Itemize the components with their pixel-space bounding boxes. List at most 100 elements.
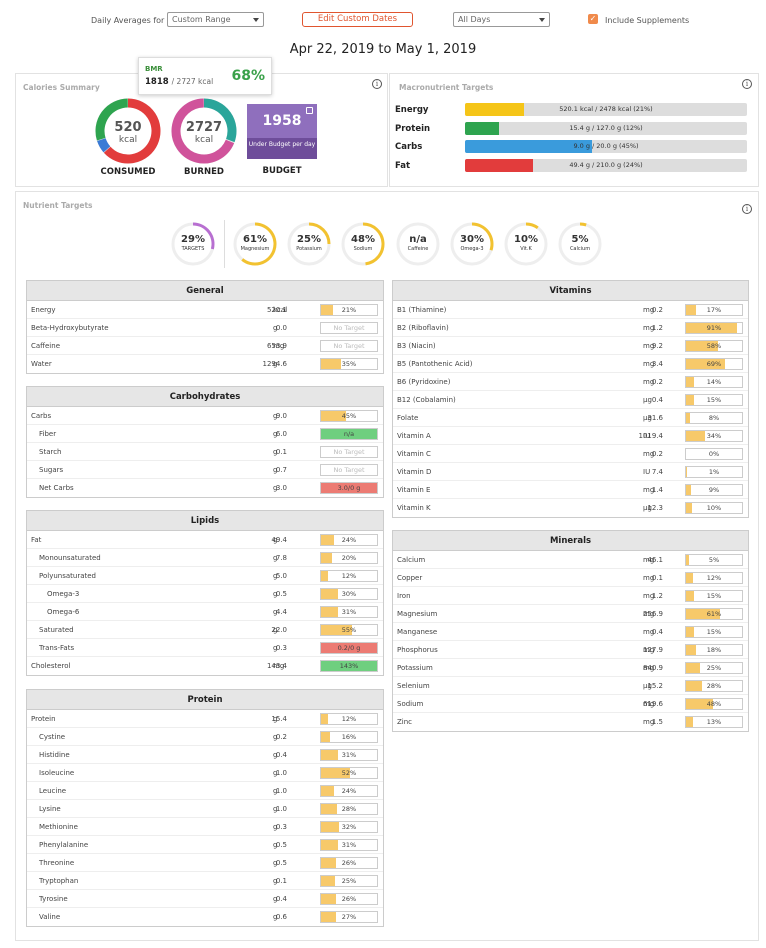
info-icon[interactable]: i <box>742 79 752 89</box>
nutrient-row-b1-thiamine-[interactable]: B1 (Thiamine) 0.2 mg 17% <box>393 301 748 319</box>
nutrient-row-methionine[interactable]: Methionine 0.3 g 32% <box>27 818 383 836</box>
nutrient-row-polyunsaturated[interactable]: Polyunsaturated 5.0 g 12% <box>27 567 383 585</box>
nutrient-progress: 35% <box>320 358 378 370</box>
nutrient-row-zinc[interactable]: Zinc 1.5 mg 13% <box>393 713 748 731</box>
nutrient-row-magnesium[interactable]: Magnesium 256.9 mg 61% <box>393 605 748 623</box>
nutrient-row-iron[interactable]: Iron 1.2 mg 15% <box>393 587 748 605</box>
nutrient-row-energy[interactable]: Energy 520.1 kcal 21% <box>27 301 383 319</box>
nutrient-ring-sodium[interactable]: 48% Sodium <box>340 221 386 267</box>
nutrient-progress-text: 15% <box>706 396 722 404</box>
include-supplements-checkbox[interactable]: ✓ <box>588 14 598 24</box>
nutrient-row-tyrosine[interactable]: Tyrosine 0.4 g 26% <box>27 890 383 908</box>
nutrient-row-sugars[interactable]: Sugars 0.7 g No Target <box>27 461 383 479</box>
nutrient-unit: mg <box>643 342 655 350</box>
nutrient-row-cholesterol[interactable]: Cholesterol 143.4 mg 143% <box>27 657 383 675</box>
nutrient-row-lysine[interactable]: Lysine 1.0 g 28% <box>27 800 383 818</box>
nutrient-progress-text: 143% <box>339 662 359 670</box>
nutrient-ring-magnesium[interactable]: 61% Magnesium <box>232 221 278 267</box>
nutrient-progress-fill <box>321 786 335 796</box>
nutrient-progress-text: 61% <box>706 610 722 618</box>
edit-custom-dates-button[interactable]: Edit Custom Dates <box>302 12 413 27</box>
nutrient-row-vitamin-d[interactable]: Vitamin D 7.4 IU 1% <box>393 463 748 481</box>
edit-icon[interactable] <box>306 107 313 114</box>
nutrient-row-potassium[interactable]: Potassium 840.9 mg 25% <box>393 659 748 677</box>
burned-ring <box>171 98 237 164</box>
nutrient-row-vitamin-c[interactable]: Vitamin C 0.2 mg 0% <box>393 445 748 463</box>
nutrient-row-fiber[interactable]: Fiber 6.0 g n/a <box>27 425 383 443</box>
nutrient-row-cystine[interactable]: Cystine 0.2 g 16% <box>27 728 383 746</box>
nutrient-row-omega-6[interactable]: Omega-6 4.4 g 31% <box>27 603 383 621</box>
nutrient-row-phenylalanine[interactable]: Phenylalanine 0.5 g 31% <box>27 836 383 854</box>
nutrient-row-beta-hydroxybutyrate[interactable]: Beta-Hydroxybutyrate 0.0 g No Target <box>27 319 383 337</box>
nutrient-row-valine[interactable]: Valine 0.6 g 27% <box>27 908 383 926</box>
nutrient-row-trans-fats[interactable]: Trans-Fats 0.3 g 0.2/0 g <box>27 639 383 657</box>
nutrient-row-sodium[interactable]: Sodium 619.6 mg 48% <box>393 695 748 713</box>
nutrient-progress: 5% <box>685 554 743 566</box>
nutrient-progress-fill <box>686 359 725 369</box>
nutrient-progress-fill <box>686 591 695 601</box>
nutrient-name: Leucine <box>39 787 67 795</box>
consumed-arc-protein <box>95 98 129 141</box>
nutrient-row-b2-riboflavin-[interactable]: B2 (Riboflavin) 1.2 mg 91% <box>393 319 748 337</box>
nutrient-progress-text: 21% <box>341 306 357 314</box>
nutrient-ring-omega-3[interactable]: 30% Omega-3 <box>449 221 495 267</box>
nutrient-row-b6-pyridoxine-[interactable]: B6 (Pyridoxine) 0.2 mg 14% <box>393 373 748 391</box>
nutrient-row-omega-3[interactable]: Omega-3 0.5 g 30% <box>27 585 383 603</box>
nutrient-progress: 3.0/0 g <box>320 482 378 494</box>
macro-name: Carbs <box>395 142 423 152</box>
nutrient-row-vitamin-e[interactable]: Vitamin E 1.4 mg 9% <box>393 481 748 499</box>
nutrient-ring-targets[interactable]: 29% TARGETS <box>170 221 216 267</box>
nutrient-row-carbs[interactable]: Carbs 9.0 g 45% <box>27 407 383 425</box>
nutrient-row-histidine[interactable]: Histidine 0.4 g 31% <box>27 746 383 764</box>
nutrient-row-fat[interactable]: Fat 49.4 g 24% <box>27 531 383 549</box>
ring-progress <box>192 222 215 250</box>
nutrient-progress-text: No Target <box>333 324 365 332</box>
nutrient-row-monounsaturated[interactable]: Monounsaturated 7.8 g 20% <box>27 549 383 567</box>
nutrient-row-protein[interactable]: Protein 15.4 g 12% <box>27 710 383 728</box>
nutrient-unit: g <box>273 554 278 562</box>
nutrient-row-copper[interactable]: Copper 0.1 mg 12% <box>393 569 748 587</box>
ring-name: Vit.K <box>520 246 532 252</box>
nutrient-row-manganese[interactable]: Manganese 0.4 mg 15% <box>393 623 748 641</box>
nutrient-name: Histidine <box>39 751 70 759</box>
nutrient-ring-caffeine[interactable]: n/a Caffeine <box>395 221 441 267</box>
nutrient-row-vitamin-k[interactable]: Vitamin K 12.3 µg 10% <box>393 499 748 517</box>
nutrient-row-tryptophan[interactable]: Tryptophan 0.1 g 25% <box>27 872 383 890</box>
info-icon[interactable]: i <box>742 204 752 214</box>
nutrient-row-leucine[interactable]: Leucine 1.0 g 24% <box>27 782 383 800</box>
nutrient-ring-calcium[interactable]: 5% Calcium <box>557 221 603 267</box>
nutrient-row-net-carbs[interactable]: Net Carbs 3.0 g 3.0/0 g <box>27 479 383 497</box>
nutrient-row-caffeine[interactable]: Caffeine 653.9 mg No Target <box>27 337 383 355</box>
nutrient-row-b5-pantothenic-acid-[interactable]: B5 (Pantothenic Acid) 3.4 mg 69% <box>393 355 748 373</box>
ring-progress <box>241 222 277 266</box>
days-select[interactable]: All Days <box>453 12 550 27</box>
nutrient-value: 46.1 <box>647 556 663 564</box>
nutrient-ring-potassium[interactable]: 25% Potassium <box>286 221 332 267</box>
nutrient-row-calcium[interactable]: Calcium 46.1 mg 5% <box>393 551 748 569</box>
nutrient-progress-text: 25% <box>341 877 357 885</box>
nutrient-name: Energy <box>31 306 56 314</box>
nutrient-row-starch[interactable]: Starch 0.1 g No Target <box>27 443 383 461</box>
nutrient-progress-fill <box>321 804 337 814</box>
ring-name: Calcium <box>569 246 591 252</box>
range-select[interactable]: Custom Range <box>167 12 264 27</box>
budget-box[interactable]: 1958 Under Budget per day <box>247 104 317 159</box>
nutrient-progress-text: 17% <box>706 306 722 314</box>
nutrient-row-saturated[interactable]: Saturated 22.0 g 55% <box>27 621 383 639</box>
nutrient-row-threonine[interactable]: Threonine 0.5 g 26% <box>27 854 383 872</box>
nutrient-row-b12-cobalamin-[interactable]: B12 (Cobalamin) 0.4 µg 15% <box>393 391 748 409</box>
info-icon[interactable]: i <box>372 79 382 89</box>
ring-name: TARGETS <box>181 246 205 252</box>
nutrient-ring-vit-k[interactable]: 10% Vit.K <box>503 221 549 267</box>
nutrient-row-selenium[interactable]: Selenium 15.2 µg 28% <box>393 677 748 695</box>
nutrient-value: 1.0 <box>275 787 287 795</box>
nutrient-row-folate[interactable]: Folate 31.6 µg 8% <box>393 409 748 427</box>
nutrient-value: 619.6 <box>642 700 663 708</box>
nutrient-row-water[interactable]: Water 1294.6 g 35% <box>27 355 383 373</box>
nutrient-row-b3-niacin-[interactable]: B3 (Niacin) 9.2 mg 58% <box>393 337 748 355</box>
nutrient-unit: IU <box>643 468 651 476</box>
nutrient-row-vitamin-a[interactable]: Vitamin A 1019.4 IU 34% <box>393 427 748 445</box>
nutrient-name: Zinc <box>397 718 413 726</box>
nutrient-row-isoleucine[interactable]: Isoleucine 1.0 g 52% <box>27 764 383 782</box>
nutrient-row-phosphorus[interactable]: Phosphorus 127.9 mg 18% <box>393 641 748 659</box>
